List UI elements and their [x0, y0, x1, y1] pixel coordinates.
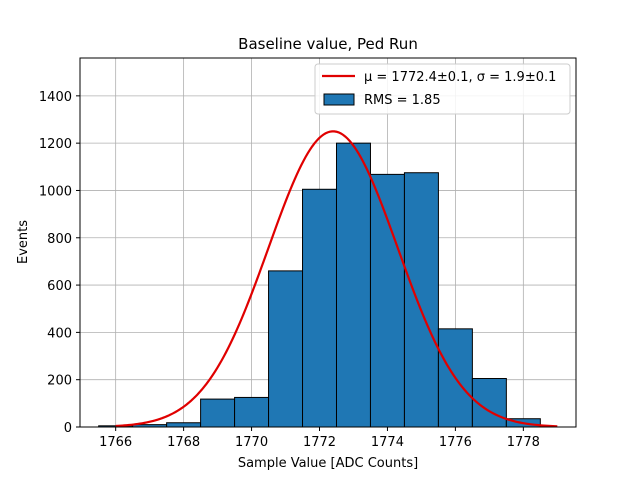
- x-tick-label: 1772: [303, 435, 336, 450]
- y-tick-label: 400: [47, 326, 72, 341]
- y-tick-label: 1000: [39, 184, 72, 199]
- legend: μ = 1772.4±0.1, σ = 1.9±0.1 RMS = 1.85: [314, 63, 571, 115]
- legend-box: [314, 63, 571, 115]
- gaussian-fit: [115, 130, 558, 428]
- y-tick-label: 0: [64, 421, 72, 436]
- x-tick-label: 1768: [167, 435, 200, 450]
- y-tick-label: 800: [47, 232, 72, 247]
- y-tick-label: 1400: [39, 90, 72, 105]
- histogram-bars: [98, 142, 541, 428]
- x-tick-label: 1770: [235, 435, 268, 450]
- histogram-bar: [302, 188, 337, 428]
- y-axis-label: Events: [16, 220, 31, 264]
- histogram-bar: [403, 172, 439, 428]
- legend-hist-patch: [323, 93, 355, 106]
- histogram-bar: [268, 270, 304, 428]
- histogram-bar: [369, 173, 405, 428]
- histogram-bar: [200, 398, 236, 428]
- fit-curve: [115, 130, 558, 428]
- y-tick-label: 600: [47, 279, 72, 294]
- x-tick-label: 1778: [507, 435, 540, 450]
- histogram-bar: [234, 396, 270, 428]
- y-tick-label: 1200: [39, 137, 72, 152]
- x-axis-label: Sample Value [ADC Counts]: [238, 456, 418, 471]
- chart-title: Baseline value, Ped Run: [238, 35, 418, 53]
- y-tick-label: 200: [47, 374, 72, 389]
- x-tick-label: 1776: [439, 435, 472, 450]
- y-axis-ticks: 0 200 400 600 800 1000 1200 1400: [39, 90, 80, 436]
- legend-fit-label: μ = 1772.4±0.1, σ = 1.9±0.1: [364, 70, 556, 85]
- x-tick-label: 1766: [99, 435, 132, 450]
- histogram-bar: [166, 422, 202, 428]
- legend-hist-label: RMS = 1.85: [364, 93, 441, 108]
- x-tick-label: 1774: [371, 435, 404, 450]
- plot-frame: [79, 57, 577, 428]
- histogram-bar: [335, 142, 371, 428]
- x-axis-ticks: 1766 1768 1770 1772 1774 1776 1778: [99, 427, 540, 450]
